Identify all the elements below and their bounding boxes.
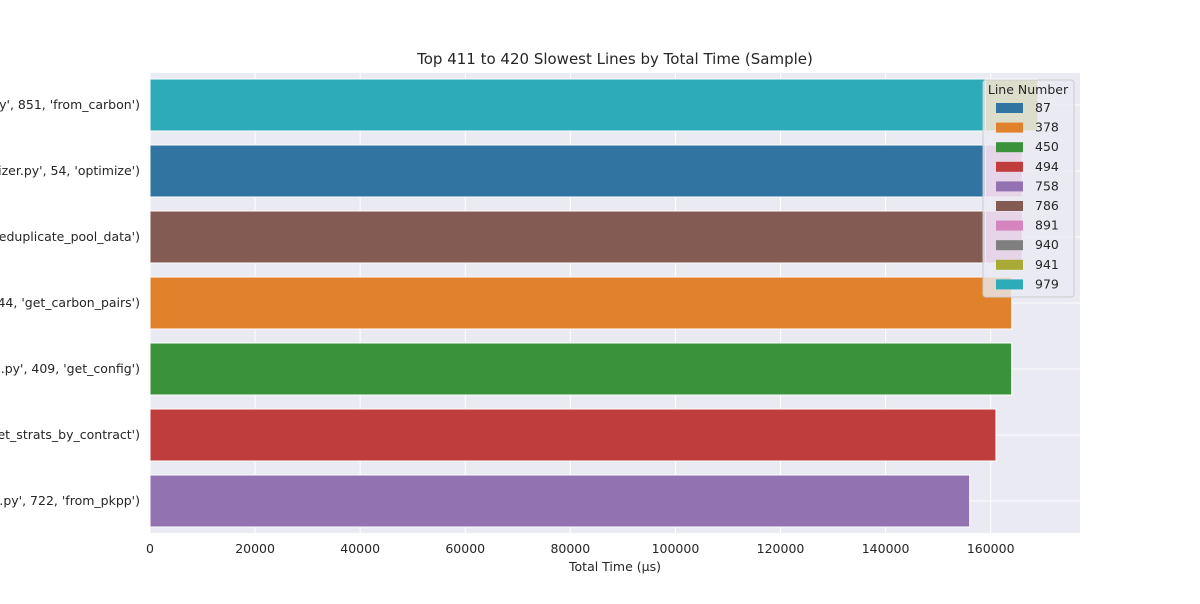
bar xyxy=(150,78,986,132)
legend-swatch xyxy=(996,279,1023,290)
y-tick-label: et_strats_by_contract') xyxy=(0,427,140,442)
y-tick-label: c.py', 722, 'from_pkpp') xyxy=(0,493,140,508)
legend-label: 940 xyxy=(1035,237,1059,252)
legend-label: 494 xyxy=(1035,159,1059,174)
legend-swatch xyxy=(996,161,1023,172)
legend-label: 941 xyxy=(1035,257,1059,272)
x-tick-label: 80000 xyxy=(550,541,590,556)
chart-title: Top 411 to 420 Slowest Lines by Total Ti… xyxy=(416,50,813,68)
y-tick-label: s.py', 409, 'get_config') xyxy=(0,361,140,376)
legend-swatch xyxy=(996,181,1023,192)
bar xyxy=(150,474,971,528)
legend-swatch xyxy=(996,103,1023,113)
bar xyxy=(150,342,1013,396)
x-axis-label: Total Time (µs) xyxy=(568,559,661,574)
legend-label: 87 xyxy=(1035,100,1051,115)
y-tick-labels: py', 851, 'from_carbon') nizer.py', 54, '… xyxy=(0,97,140,508)
legend-label: 979 xyxy=(1035,276,1059,291)
legend-label: 450 xyxy=(1035,139,1059,154)
legend-label: 891 xyxy=(1035,218,1059,233)
x-tick-label: 120000 xyxy=(757,541,805,556)
legend-label: 758 xyxy=(1035,178,1059,193)
legend-entries: 87 378 450 494 758 786 891 940 941 979 xyxy=(996,100,1059,291)
legend-swatch xyxy=(996,240,1023,251)
x-tick-label: 40000 xyxy=(340,541,380,556)
bar xyxy=(150,408,997,462)
y-tick-label: eduplicate_pool_data') xyxy=(0,229,140,244)
y-tick-label: nizer.py', 54, 'optimize') xyxy=(0,163,140,178)
legend-swatch xyxy=(996,122,1023,133)
bars xyxy=(150,78,1039,528)
x-tick-label: 0 xyxy=(146,541,154,556)
legend-swatch xyxy=(996,259,1023,270)
x-tick-label: 60000 xyxy=(445,541,485,556)
legend-title: Line Number xyxy=(988,82,1069,97)
legend-swatch xyxy=(996,220,1023,231)
bar xyxy=(150,144,986,198)
x-tick-label: 20000 xyxy=(235,541,275,556)
x-tick-label: 160000 xyxy=(967,541,1015,556)
legend-label: 786 xyxy=(1035,198,1059,213)
legend-label: 378 xyxy=(1035,120,1059,135)
y-tick-label: py', 851, 'from_carbon') xyxy=(0,97,140,112)
bar xyxy=(150,210,986,264)
y-tick-label: 44, 'get_carbon_pairs') xyxy=(0,295,140,310)
x-tick-labels: 0 20000 40000 60000 80000 100000 120000 140000 1… xyxy=(146,541,1015,556)
x-tick-label: 100000 xyxy=(652,541,700,556)
x-tick-label: 140000 xyxy=(862,541,910,556)
legend-swatch xyxy=(996,142,1023,153)
legend: Line Number 87 378 450 494 758 786 891 940 941 97… xyxy=(982,79,1075,298)
legend-swatch xyxy=(996,201,1023,211)
bar xyxy=(150,276,1013,330)
